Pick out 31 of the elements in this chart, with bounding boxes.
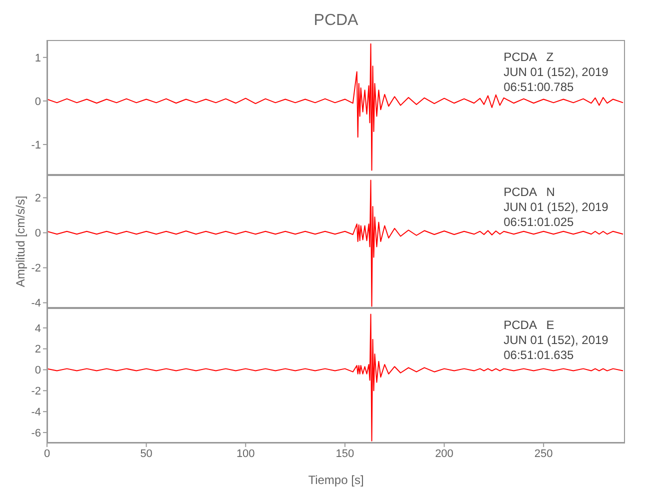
y-tick-label: -2 — [31, 386, 41, 398]
annotation: 06:51:01.025 — [504, 215, 574, 229]
x-tick-label: 150 — [336, 448, 354, 460]
y-axis-title: Amplitud [cm/s/s] — [13, 196, 28, 288]
y-tick-label: 0 — [34, 96, 41, 108]
x-tick-label: 50 — [140, 448, 152, 460]
x-tick-label: 100 — [236, 448, 255, 460]
x-axis-title: Tiempo [s] — [308, 473, 364, 487]
y-tick-label: 4 — [34, 322, 41, 335]
annotation: JUN 01 (152), 2019 — [504, 200, 608, 214]
annotation: PCDA Z — [504, 50, 554, 64]
chart-title: PCDA — [312, 12, 360, 30]
annotation: 06:51:01.635 — [504, 348, 574, 362]
y-tick-label: 2 — [34, 344, 41, 356]
annotation: PCDA E — [504, 318, 554, 332]
y-tick-label: 2 — [34, 192, 41, 205]
y-tick-label: -1 — [31, 139, 41, 152]
annotation: 06:51:00.785 — [504, 80, 574, 94]
y-tick-label: 0 — [34, 228, 41, 240]
y-tick-label: -2 — [31, 262, 41, 275]
x-tick-label: 200 — [435, 448, 454, 460]
x-tick-label: 0 — [44, 448, 50, 460]
y-tick-label: 0 — [34, 364, 41, 377]
y-tick-label: -6 — [31, 427, 41, 440]
annotation: PCDA N — [504, 185, 555, 199]
annotation: JUN 01 (152), 2019 — [504, 65, 608, 79]
y-tick-label: -4 — [31, 298, 41, 310]
x-tick-label: 250 — [534, 448, 553, 460]
y-tick-label: 1 — [34, 52, 41, 64]
y-tick-label: -4 — [31, 406, 41, 419]
annotation: JUN 01 (152), 2019 — [504, 333, 608, 347]
